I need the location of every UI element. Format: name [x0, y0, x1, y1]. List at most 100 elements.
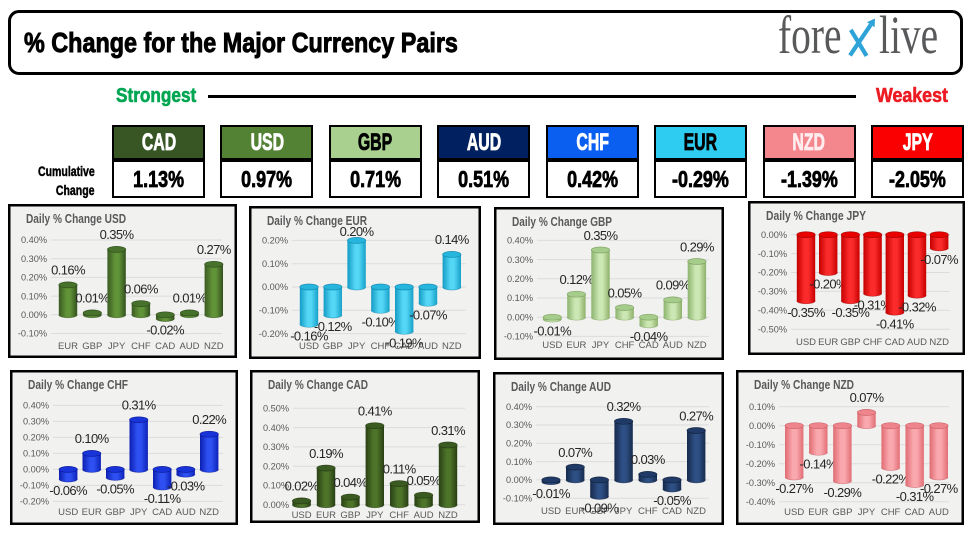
svg-text:-0.30%: -0.30% [758, 287, 787, 297]
svg-text:Daily % Change CHF: Daily % Change CHF [28, 378, 128, 392]
svg-text:-0.12%: -0.12% [314, 319, 353, 334]
svg-text:0.20%: 0.20% [506, 439, 532, 449]
svg-text:0.10%: 0.10% [75, 431, 110, 446]
svg-text:EUR: EUR [808, 507, 828, 518]
svg-text:USD: USD [58, 507, 78, 518]
svg-text:0.30%: 0.30% [506, 420, 532, 430]
svg-text:0.20%: 0.20% [507, 274, 533, 284]
svg-text:Daily % Change NZD: Daily % Change NZD [754, 378, 854, 392]
svg-text:CAD: CAD [155, 341, 175, 352]
svg-text:0.12%: 0.12% [559, 272, 594, 287]
svg-text:0.30%: 0.30% [263, 442, 289, 452]
svg-text:CAD: CAD [394, 341, 414, 352]
svg-text:-0.10%: -0.10% [746, 440, 775, 450]
svg-text:0.27%: 0.27% [679, 408, 714, 423]
svg-text:-0.05%: -0.05% [96, 482, 135, 497]
svg-text:USD: USD [784, 507, 804, 518]
svg-text:AUD: AUD [414, 510, 434, 521]
svg-text:CHF: CHF [389, 510, 409, 521]
svg-text:0.10%: 0.10% [506, 457, 532, 467]
svg-text:0.22%: 0.22% [192, 412, 227, 427]
svg-text:-0.30%: -0.30% [746, 478, 775, 488]
svg-text:JPY: JPY [130, 507, 148, 518]
svg-text:-0.09%: -0.09% [581, 501, 620, 516]
svg-text:-0.07%: -0.07% [409, 308, 448, 323]
svg-text:-0.10%: -0.10% [259, 306, 288, 316]
svg-text:0.30%: 0.30% [23, 417, 49, 427]
svg-text:NZD: NZD [199, 507, 219, 518]
svg-text:-0.22%: -0.22% [872, 472, 911, 487]
svg-text:-0.27%: -0.27% [775, 481, 814, 496]
svg-text:0.00%: 0.00% [506, 475, 532, 485]
svg-text:AUD: AUD [907, 337, 927, 348]
svg-text:-0.04%: -0.04% [630, 329, 669, 344]
svg-text:0.00%: 0.00% [761, 230, 787, 240]
svg-text:0.10%: 0.10% [21, 291, 47, 301]
svg-text:0.14%: 0.14% [435, 232, 470, 247]
svg-text:0.27%: 0.27% [197, 242, 232, 257]
svg-text:0.19%: 0.19% [309, 446, 344, 461]
svg-text:0.00%: 0.00% [21, 310, 47, 320]
svg-text:0.10%: 0.10% [23, 449, 49, 459]
svg-text:0.40%: 0.40% [23, 401, 49, 411]
svg-text:CAD: CAD [639, 340, 659, 351]
svg-text:0.31%: 0.31% [431, 423, 466, 438]
svg-text:0.41%: 0.41% [358, 404, 393, 419]
svg-text:0.05%: 0.05% [407, 473, 442, 488]
svg-text:GBP: GBP [832, 507, 852, 518]
svg-text:CHF: CHF [881, 507, 901, 518]
svg-text:0.06%: 0.06% [124, 281, 159, 296]
svg-text:USD: USD [542, 340, 562, 351]
svg-text:0.11%: 0.11% [383, 461, 417, 476]
svg-text:-0.14%: -0.14% [800, 457, 839, 472]
svg-text:0.00%: 0.00% [263, 500, 289, 510]
svg-text:JPY: JPY [348, 341, 366, 352]
svg-text:NZD: NZD [687, 340, 707, 351]
svg-text:0.10%: 0.10% [507, 293, 533, 303]
svg-text:JPY: JPY [592, 340, 610, 351]
svg-text:CAD: CAD [885, 337, 905, 348]
svg-text:0.00%: 0.00% [262, 282, 288, 292]
svg-text:0.07%: 0.07% [558, 445, 593, 460]
svg-text:-0.11%: -0.11% [144, 491, 182, 506]
svg-text:Daily % Change GBP: Daily % Change GBP [512, 215, 612, 229]
svg-text:-0.35%: -0.35% [832, 305, 871, 320]
svg-text:0.20%: 0.20% [263, 461, 289, 471]
svg-text:AUD: AUD [663, 340, 683, 351]
svg-text:-0.50%: -0.50% [758, 324, 787, 334]
svg-text:0.10%: 0.10% [263, 481, 289, 491]
svg-text:0.00%: 0.00% [507, 312, 533, 322]
svg-text:AUD: AUD [929, 507, 949, 518]
svg-text:0.16%: 0.16% [51, 263, 86, 278]
svg-text:USD: USD [796, 337, 816, 348]
svg-text:0.35%: 0.35% [100, 227, 135, 242]
svg-text:EUR: EUR [58, 341, 78, 352]
svg-text:GBP: GBP [105, 507, 125, 518]
svg-text:EUR: EUR [818, 337, 838, 348]
svg-text:GBP: GBP [840, 337, 860, 348]
svg-text:NZD: NZD [929, 337, 949, 348]
svg-text:-0.20%: -0.20% [809, 277, 848, 292]
svg-text:GBP: GBP [323, 341, 343, 352]
svg-text:EUR: EUR [565, 506, 585, 517]
svg-text:0.07%: 0.07% [850, 390, 885, 405]
svg-text:0.00%: 0.00% [23, 465, 49, 475]
svg-text:0.31%: 0.31% [122, 398, 157, 413]
svg-text:EUR: EUR [566, 340, 586, 351]
svg-text:CAD: CAD [662, 506, 682, 517]
svg-text:-0.40%: -0.40% [758, 306, 787, 316]
svg-text:JPY: JPY [108, 341, 126, 352]
svg-text:-0.35%: -0.35% [787, 305, 826, 320]
svg-text:GBP: GBP [82, 341, 102, 352]
svg-text:-0.10%: -0.10% [362, 315, 401, 330]
svg-text:0.40%: 0.40% [506, 402, 532, 412]
svg-text:-0.20%: -0.20% [20, 497, 49, 507]
svg-text:Daily % Change CAD: Daily % Change CAD [268, 378, 368, 392]
svg-text:CHF: CHF [615, 340, 635, 351]
svg-text:0.20%: 0.20% [340, 224, 375, 239]
svg-text:-0.01%: -0.01% [534, 323, 573, 338]
svg-text:0.32%: 0.32% [607, 399, 642, 414]
svg-text:0.30%: 0.30% [507, 255, 533, 265]
svg-text:-0.20%: -0.20% [746, 459, 775, 469]
svg-text:AUD: AUD [418, 341, 438, 352]
